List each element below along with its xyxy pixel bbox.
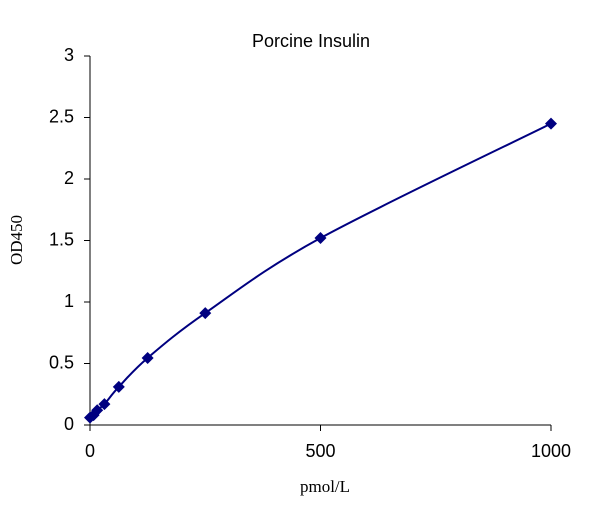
- y-axis-label: OD450: [7, 215, 26, 265]
- chart-title: Porcine Insulin: [252, 31, 370, 51]
- y-tick-label: 2: [64, 168, 74, 188]
- x-axis-label: pmol/L: [300, 477, 350, 496]
- point: [98, 398, 111, 411]
- x-tick-label: 1000: [531, 441, 571, 461]
- point: [545, 117, 557, 130]
- y-tick-label: 0: [64, 414, 74, 434]
- x-tick-label: 500: [305, 441, 335, 461]
- point: [314, 232, 327, 245]
- point: [91, 404, 104, 417]
- point: [141, 351, 154, 364]
- point: [199, 307, 212, 320]
- point: [112, 380, 125, 393]
- x-tick-label: 0: [85, 441, 95, 461]
- y-tick-label: 0.5: [49, 352, 74, 372]
- fit-line: [89, 122, 552, 419]
- y-tick-label: 1: [64, 291, 74, 311]
- y-tick-label: 1.5: [49, 229, 74, 249]
- y-tick-label: 3: [64, 45, 74, 65]
- y-tick-label: 2.5: [49, 106, 74, 126]
